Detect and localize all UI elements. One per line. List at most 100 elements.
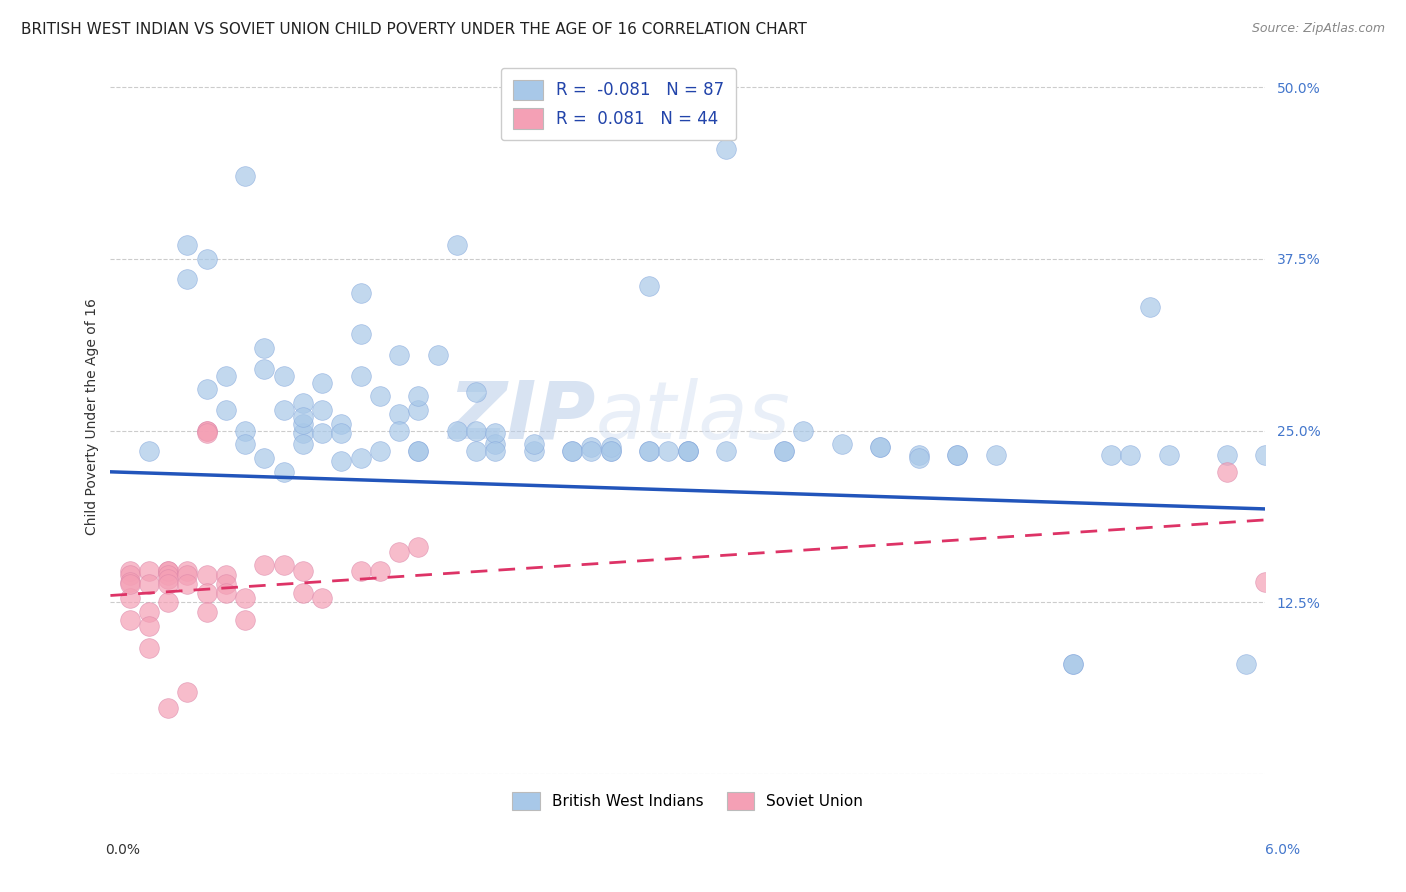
Point [1215,465,1237,479]
Point [118,567,141,582]
Point [233,591,256,606]
Point [176,564,198,578]
Point [233,424,256,438]
Point [773,444,796,458]
Point [561,444,583,458]
Point [176,567,198,582]
Point [138,640,160,655]
Point [716,142,738,156]
Point [157,564,180,578]
Point [638,444,661,458]
Point [195,424,218,438]
Point [388,424,411,438]
Point [273,403,295,417]
Point [368,444,391,458]
Point [118,564,141,578]
Point [215,577,238,591]
Point [157,577,180,591]
Point [676,444,699,458]
Point [215,586,238,600]
Point [581,444,603,458]
Point [388,544,411,558]
Point [273,558,295,573]
Point [195,424,218,438]
Point [907,448,929,462]
Point [446,424,468,438]
Point [984,448,1007,462]
Point [946,448,969,462]
Point [195,605,218,619]
Point [581,440,603,454]
Point [273,465,295,479]
Point [215,567,238,582]
Point [426,348,449,362]
Point [273,368,295,383]
Point [408,444,430,458]
Point [388,348,411,362]
Point [1062,657,1084,672]
Point [368,564,391,578]
Point [138,605,160,619]
Point [657,444,679,458]
Point [349,564,371,578]
Point [311,403,333,417]
Point [176,684,198,698]
Point [291,426,314,441]
Point [716,444,738,458]
Point [291,437,314,451]
Point [638,444,661,458]
Point [773,444,796,458]
Point [408,541,430,555]
Point [176,238,198,252]
Point [869,440,891,454]
Point [1254,448,1277,462]
Point [291,586,314,600]
Point [869,440,891,454]
Point [408,389,430,403]
Text: ZIP: ZIP [449,378,595,456]
Legend: British West Indians, Soviet Union: British West Indians, Soviet Union [506,786,869,816]
Point [561,444,583,458]
Y-axis label: Child Poverty Under the Age of 16: Child Poverty Under the Age of 16 [86,299,100,535]
Point [599,440,621,454]
Point [233,169,256,184]
Point [157,595,180,609]
Text: 0.0%: 0.0% [105,843,141,857]
Point [1139,300,1161,314]
Point [253,558,276,573]
Point [349,327,371,342]
Point [138,577,160,591]
Point [1254,574,1277,589]
Point [484,426,506,441]
Point [446,238,468,252]
Point [195,586,218,600]
Text: 6.0%: 6.0% [1265,843,1301,857]
Point [138,618,160,632]
Point [946,448,969,462]
Point [253,451,276,466]
Point [176,272,198,286]
Point [408,444,430,458]
Point [253,341,276,355]
Point [195,383,218,397]
Text: Source: ZipAtlas.com: Source: ZipAtlas.com [1251,22,1385,36]
Point [311,376,333,390]
Point [1099,448,1122,462]
Point [523,437,546,451]
Point [408,403,430,417]
Point [195,567,218,582]
Point [138,564,160,578]
Point [349,451,371,466]
Point [118,613,141,627]
Point [1215,448,1237,462]
Point [215,368,238,383]
Point [157,701,180,715]
Point [157,567,180,582]
Point [157,572,180,586]
Point [465,444,488,458]
Point [176,577,198,591]
Point [118,577,141,591]
Point [233,437,256,451]
Point [138,444,160,458]
Point [118,574,141,589]
